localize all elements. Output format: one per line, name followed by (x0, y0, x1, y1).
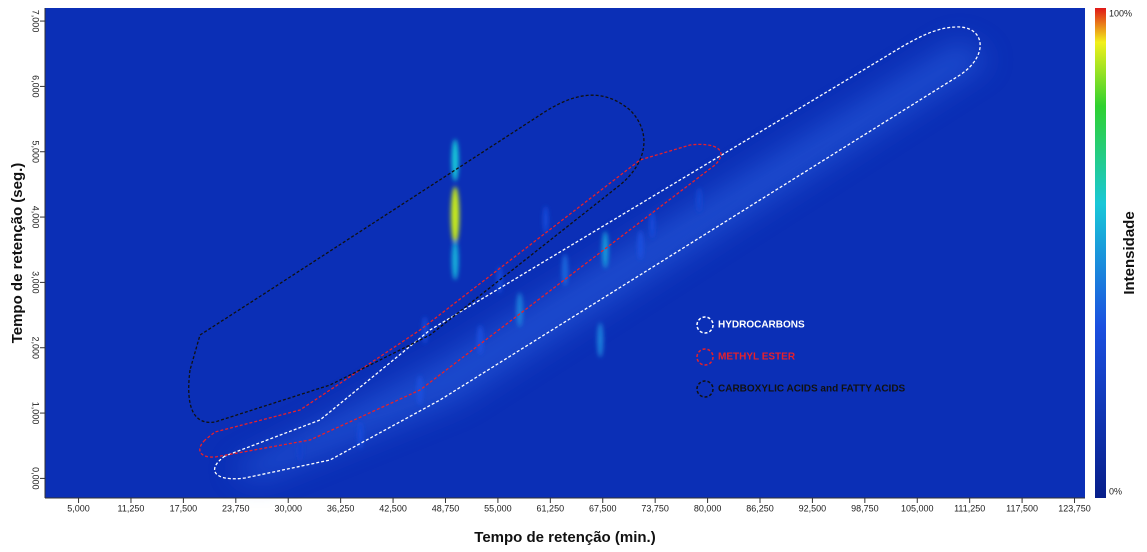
legend-label: CARBOXYLIC ACIDS and FATTY ACIDS (718, 384, 906, 395)
x-tick-label: 17,500 (170, 503, 198, 513)
region-outline (213, 26, 981, 480)
x-tick-label: 61,250 (537, 503, 565, 513)
x-tick-label: 80,000 (694, 503, 722, 513)
colorbar-tick-label: 100% (1109, 8, 1132, 18)
legend-marker (696, 348, 714, 366)
glow-band (230, 40, 990, 480)
colorbar-title: Intensidade (1121, 211, 1138, 294)
peak (451, 240, 459, 280)
x-tick-label: 67,500 (589, 503, 617, 513)
y-axis-title: Tempo de retenção (seg.) (9, 163, 26, 344)
y-tick-label: 4,000 (31, 206, 41, 229)
x-tick-label: 5,000 (67, 503, 90, 513)
x-tick-label: 123,750 (1058, 503, 1091, 513)
x-tick-label: 111,250 (954, 503, 985, 513)
y-tick-label: 3,000 (31, 271, 41, 294)
x-tick-label: 42,500 (379, 503, 407, 513)
x-tick-label: 48,750 (432, 503, 460, 513)
peak (602, 231, 609, 269)
x-tick-label: 55,000 (484, 503, 512, 513)
y-tick-label: 2,000 (31, 336, 41, 359)
legend-marker (696, 380, 714, 398)
legend-marker (696, 316, 714, 334)
peak (637, 230, 644, 260)
x-tick-label: 98,750 (851, 503, 879, 513)
peak (516, 292, 523, 328)
x-tick-label: 105,000 (901, 503, 934, 513)
peak (422, 316, 428, 344)
x-tick-label: 30,000 (274, 503, 302, 513)
legend-label: METHYL ESTER (718, 352, 796, 363)
peak (696, 187, 702, 213)
y-tick-label: 6,000 (31, 75, 41, 98)
y-tick-label: 0,000 (31, 467, 41, 490)
x-tick-label: 23,750 (222, 503, 250, 513)
x-axis-title: Tempo de retenção (min.) (474, 529, 655, 546)
peak (450, 186, 460, 244)
x-tick-label: 86,250 (746, 503, 774, 513)
peak (597, 322, 604, 358)
peak (297, 439, 303, 462)
y-tick-label: 7,000 (31, 10, 41, 33)
x-tick-label: 73,750 (641, 503, 669, 513)
y-tick-label: 5,000 (31, 140, 41, 163)
peak (451, 139, 459, 182)
peak (649, 211, 655, 239)
region-outline (188, 94, 645, 423)
y-tick-label: 1,000 (31, 402, 41, 425)
x-tick-label: 117,500 (1006, 503, 1038, 513)
colorbar-tick-label: 0% (1109, 486, 1122, 496)
peak (496, 266, 503, 294)
x-tick-label: 92,500 (799, 503, 827, 513)
x-tick-label: 36,250 (327, 503, 355, 513)
peak (477, 325, 484, 355)
legend-label: HYDROCARBONS (718, 320, 805, 331)
peak (542, 206, 549, 234)
x-tick-label: 11,250 (118, 503, 145, 513)
colorbar (1095, 8, 1106, 498)
